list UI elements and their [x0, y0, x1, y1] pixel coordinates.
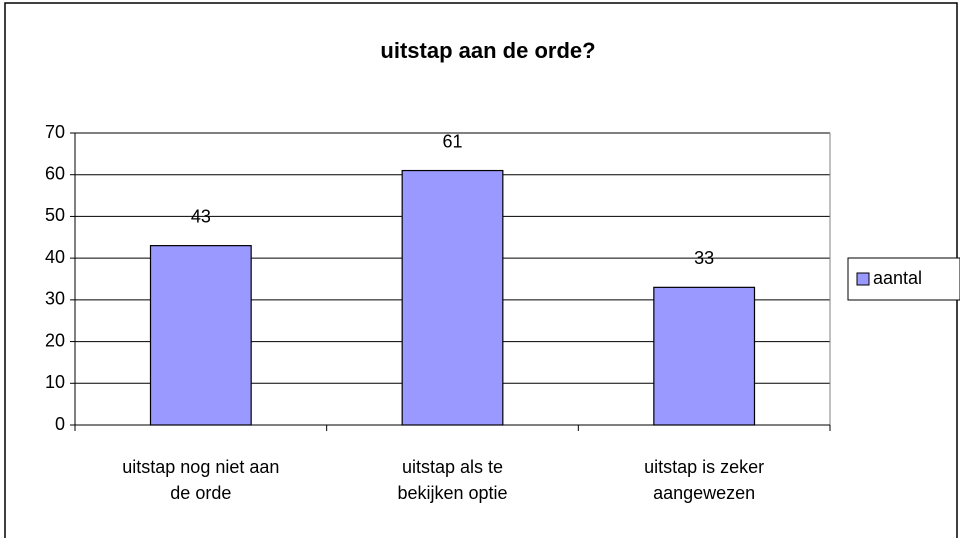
- y-tick-label: 10: [45, 372, 65, 392]
- data-label: 33: [694, 248, 714, 268]
- bar: [401, 169, 504, 426]
- legend-swatch: [856, 272, 870, 286]
- y-tick-label: 70: [45, 122, 65, 142]
- bar: [149, 245, 252, 426]
- legend-label: aantal: [873, 268, 922, 288]
- y-tick-label: 0: [55, 414, 65, 434]
- y-tick-label: 20: [45, 330, 65, 350]
- bar: [653, 286, 756, 426]
- x-tick-label: uitstap nog niet aan de orde: [122, 457, 279, 503]
- x-tick-label: uitstap als te bekijken optie: [397, 457, 507, 503]
- chart-title: uitstap aan de orde?: [380, 38, 595, 63]
- y-tick-label: 50: [45, 205, 65, 225]
- data-label: 61: [442, 131, 462, 151]
- data-label: 43: [191, 206, 211, 226]
- y-tick-label: 60: [45, 163, 65, 183]
- y-tick-label: 30: [45, 289, 65, 309]
- x-tick-label: uitstap is zeker aangewezen: [644, 457, 764, 503]
- y-tick-label: 40: [45, 247, 65, 267]
